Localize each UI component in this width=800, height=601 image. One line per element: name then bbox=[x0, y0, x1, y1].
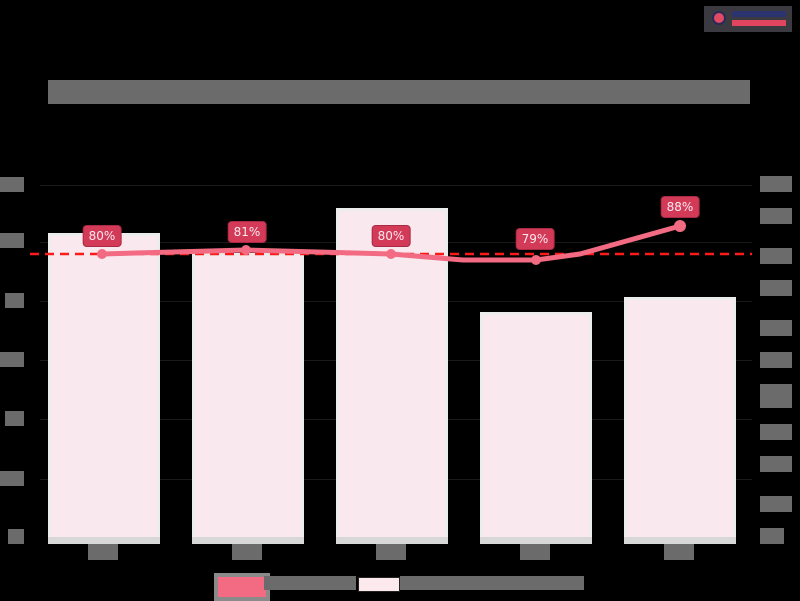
left-axis-label bbox=[5, 293, 24, 308]
legend-swatch-line[interactable] bbox=[214, 573, 270, 601]
brand-logo bbox=[704, 6, 792, 32]
bar[interactable] bbox=[480, 312, 592, 537]
x-axis-label bbox=[232, 544, 262, 560]
right-axis-label bbox=[760, 176, 792, 192]
data-label: 79% bbox=[515, 228, 555, 250]
right-axis-label bbox=[760, 208, 792, 224]
right-axis-label bbox=[760, 496, 792, 512]
line-point bbox=[97, 249, 107, 259]
bar[interactable] bbox=[624, 297, 736, 537]
x-axis-label bbox=[88, 544, 118, 560]
bar-base bbox=[336, 537, 448, 544]
data-label: 88% bbox=[660, 196, 700, 218]
legend-label[interactable] bbox=[400, 576, 584, 590]
left-axis-label bbox=[0, 471, 24, 486]
legend-swatch-bar[interactable] bbox=[358, 577, 400, 592]
bar-base bbox=[480, 537, 592, 544]
x-axis-label bbox=[664, 544, 694, 560]
right-axis-label bbox=[760, 528, 784, 544]
left-axis-label bbox=[0, 233, 24, 248]
x-axis-label bbox=[520, 544, 550, 560]
right-axis-label bbox=[760, 384, 792, 408]
legend-label[interactable] bbox=[264, 576, 356, 590]
line-point bbox=[531, 255, 541, 265]
right-axis-label bbox=[760, 320, 792, 336]
bar[interactable] bbox=[48, 233, 160, 537]
right-axis-label bbox=[760, 456, 792, 472]
bar-base bbox=[48, 537, 160, 544]
right-axis-label bbox=[760, 352, 792, 368]
right-axis-label bbox=[760, 248, 792, 264]
left-axis-label bbox=[5, 411, 24, 426]
logo-text-top bbox=[732, 11, 786, 17]
data-label: 80% bbox=[82, 225, 122, 247]
chart-title bbox=[48, 80, 750, 104]
left-axis-label bbox=[0, 177, 24, 192]
line-point bbox=[241, 245, 251, 255]
left-axis-label bbox=[8, 529, 24, 544]
left-axis-label bbox=[0, 352, 24, 367]
bar-base bbox=[192, 537, 304, 544]
data-label: 80% bbox=[371, 225, 411, 247]
right-axis-label bbox=[760, 280, 792, 296]
right-axis-label bbox=[760, 424, 792, 440]
line-point bbox=[386, 249, 396, 259]
logo-text-bottom bbox=[732, 20, 786, 26]
line-point bbox=[674, 220, 686, 232]
x-axis-label bbox=[376, 544, 406, 560]
bar-base bbox=[624, 537, 736, 544]
globe-icon bbox=[712, 11, 726, 25]
data-label: 81% bbox=[227, 221, 267, 243]
bar[interactable] bbox=[336, 208, 448, 537]
